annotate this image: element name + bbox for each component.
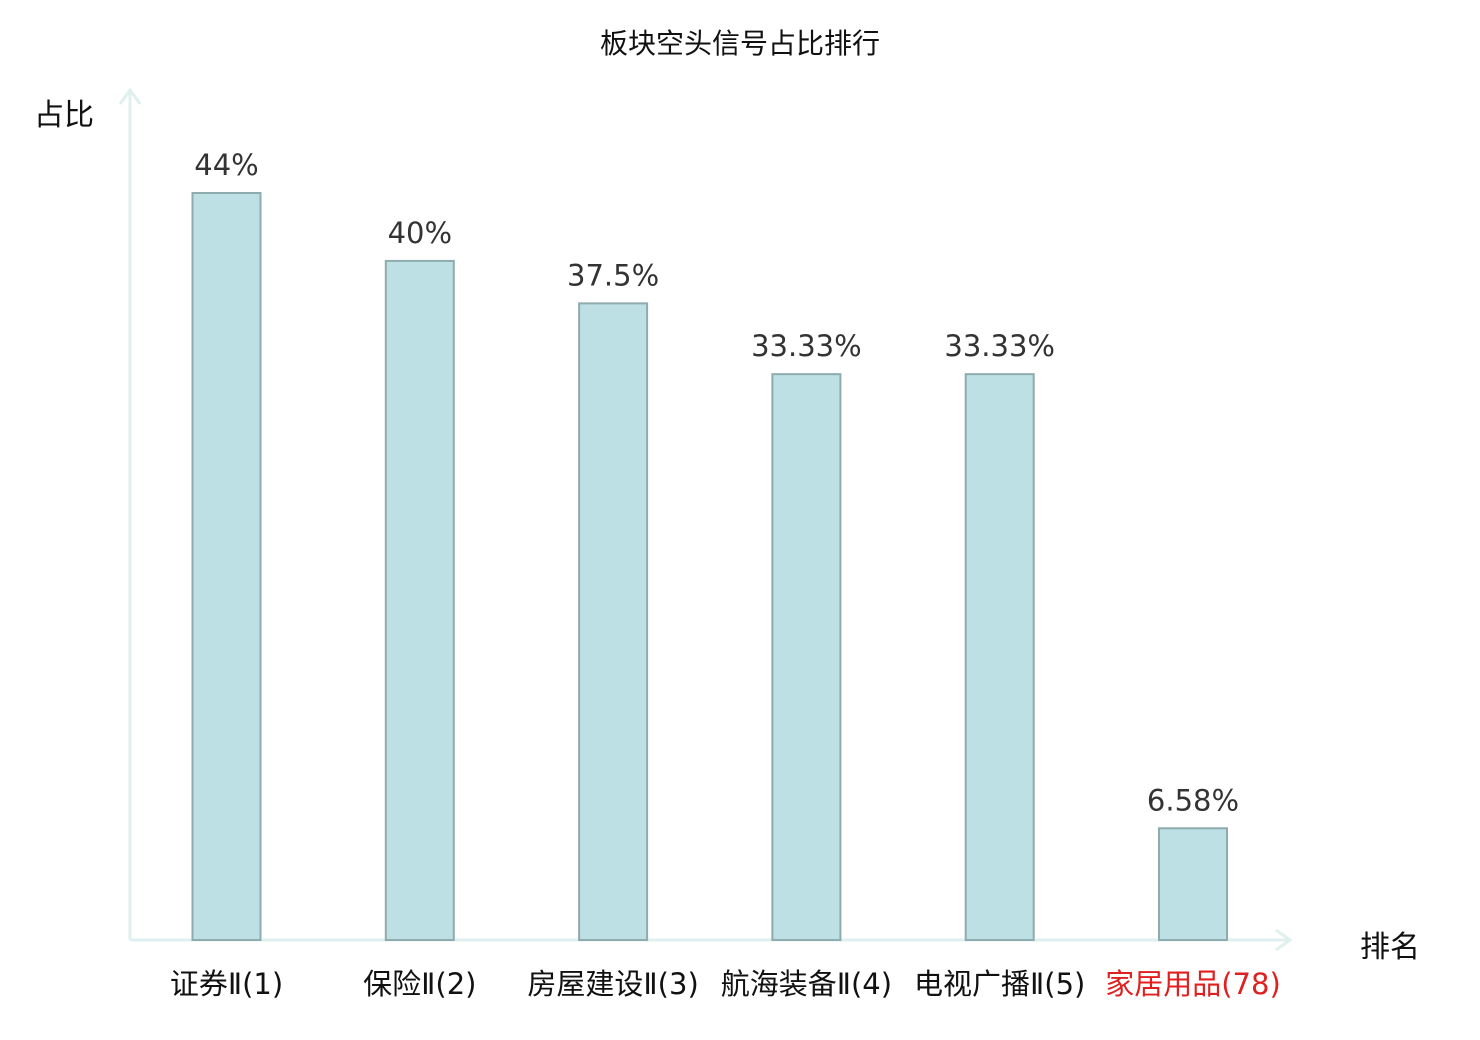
- data-label: 37.5%: [567, 258, 659, 292]
- bar: [1158, 827, 1228, 942]
- chart-title: 板块空头信号占比排行: [599, 27, 880, 60]
- x-tick-label: 保险Ⅱ(2): [363, 967, 476, 1001]
- x-tick-label: 家居用品(78): [1105, 967, 1281, 1001]
- data-label: 6.58%: [1147, 783, 1239, 817]
- x-tick-label: 房屋建设Ⅱ(3): [527, 967, 698, 1001]
- data-label: 33.33%: [944, 329, 1055, 363]
- y-axis-label: 占比: [34, 98, 94, 133]
- x-axis-label: 排名: [1360, 930, 1420, 965]
- bar: [964, 373, 1035, 941]
- bar: [191, 192, 262, 941]
- x-axis-arrow: [1275, 928, 1293, 952]
- x-tick-label: 航海装备Ⅱ(4): [721, 967, 892, 1001]
- data-label: 33.33%: [751, 329, 862, 363]
- bar: [771, 373, 842, 941]
- x-tick-label: 电视广播Ⅱ(5): [914, 967, 1085, 1001]
- data-label: 44%: [194, 148, 258, 182]
- x-tick-label: 证券Ⅱ(1): [170, 967, 283, 1001]
- data-label: 40%: [388, 216, 452, 250]
- y-axis-arrow: [118, 87, 142, 105]
- bar: [384, 259, 455, 941]
- bar: [578, 302, 649, 941]
